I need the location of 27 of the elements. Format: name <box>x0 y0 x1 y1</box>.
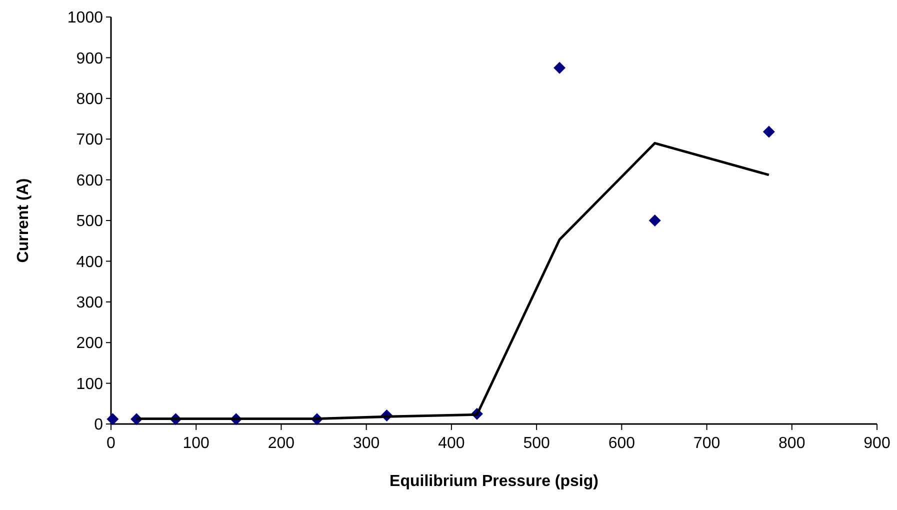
point <box>554 62 566 74</box>
y-tick-label: 1000 <box>67 10 104 27</box>
x-tick-label: 800 <box>778 435 806 452</box>
x-tick-label: 900 <box>864 435 890 452</box>
x-tick-label: 400 <box>438 435 465 452</box>
x-tick-label: 500 <box>523 435 550 452</box>
x-tick-label: 300 <box>352 435 380 452</box>
y-axis-title: Current (A) <box>15 178 32 263</box>
y-tick-label: 600 <box>76 172 104 190</box>
y-tick-label: 400 <box>76 254 104 271</box>
y-tick-label: 200 <box>76 335 104 352</box>
y-tick-label: 0 <box>94 416 104 434</box>
x-tick-label: 100 <box>182 435 210 452</box>
y-tick-label: 100 <box>76 376 104 393</box>
point <box>106 413 119 426</box>
y-tick-label: 500 <box>76 213 104 230</box>
x-tick-label: 700 <box>693 435 720 452</box>
point <box>648 214 661 226</box>
y-tick-label: 300 <box>76 294 104 312</box>
y-tick-label: 900 <box>76 50 104 68</box>
y-tick-label: 700 <box>76 132 104 149</box>
x-axis-title: Equilibrium Pressure (psig) <box>390 473 598 490</box>
point <box>762 126 775 138</box>
y-tick-label: 800 <box>76 91 104 108</box>
x-tick-label: 600 <box>608 435 636 452</box>
x-tick-label: 200 <box>268 435 295 452</box>
x-tick-label: 0 <box>106 435 116 452</box>
